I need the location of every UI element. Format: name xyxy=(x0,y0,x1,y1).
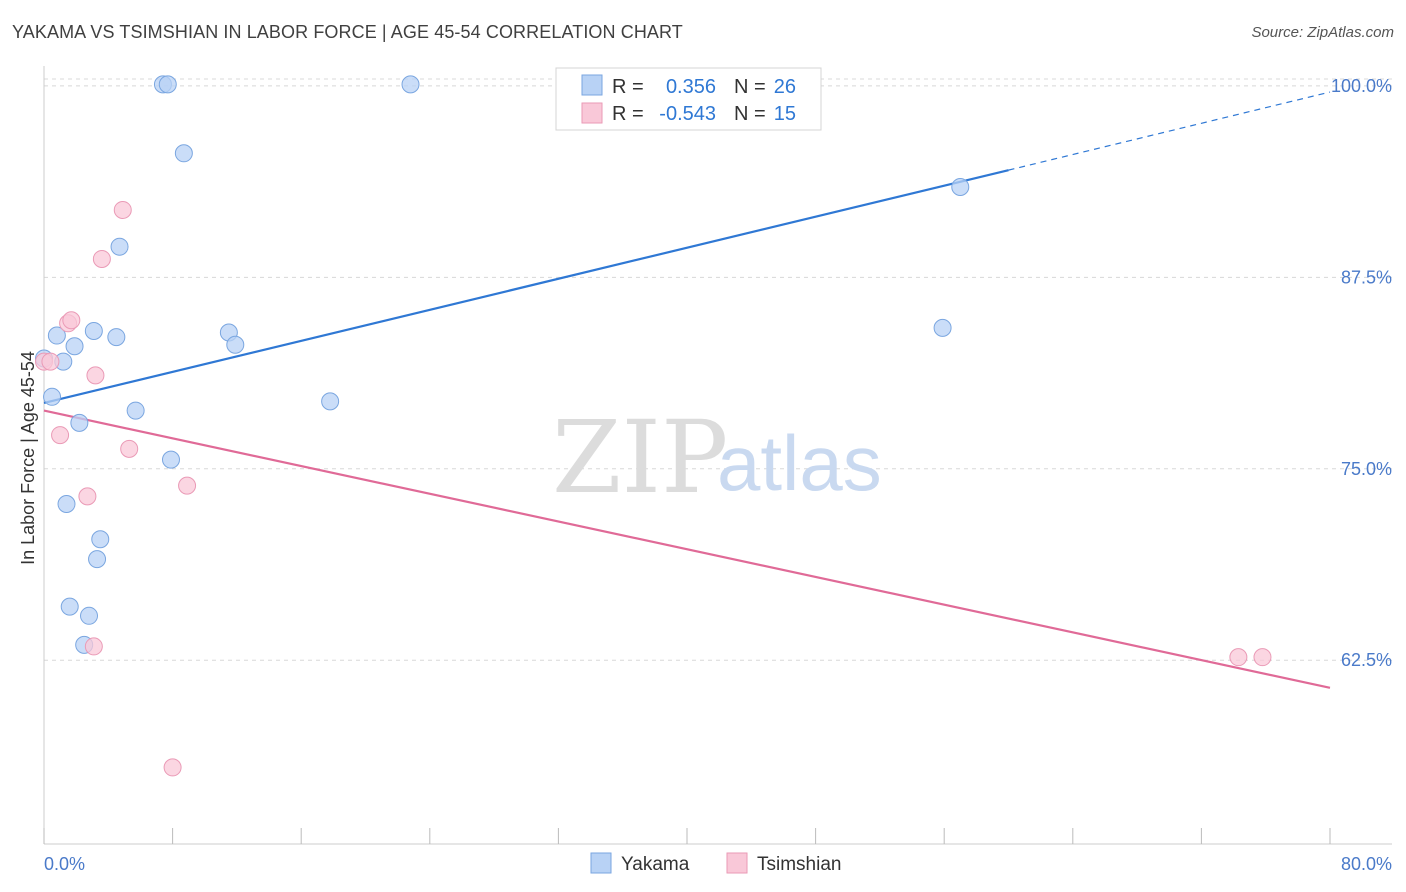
tsimshian-point[interactable] xyxy=(120,439,139,458)
tsimshian-point[interactable] xyxy=(78,487,97,506)
y-tick-label: 75.0% xyxy=(1341,459,1392,479)
tsimshian-trend-line xyxy=(43,409,1331,689)
correlation-legend: R = 0.356 N = 26 R = -0.543 N = 15 xyxy=(555,67,822,131)
legend-swatch-tsimshian xyxy=(581,102,603,124)
bottom-legend-swatch-tsimshian[interactable] xyxy=(726,852,748,874)
x-tick-label-max: 80.0% xyxy=(1341,854,1392,874)
yakama-point[interactable] xyxy=(88,550,107,569)
yakama-point[interactable] xyxy=(57,495,76,514)
yakama-point[interactable] xyxy=(60,597,79,616)
yakama-point[interactable] xyxy=(161,450,180,469)
yakama-point[interactable] xyxy=(65,337,84,356)
bottom-legend-label-yakama[interactable]: Yakama xyxy=(621,854,690,875)
bottom-legend-swatch-yakama[interactable] xyxy=(590,852,612,874)
y-tick-label: 87.5% xyxy=(1341,267,1392,287)
legend-n-label-yakama: N = xyxy=(734,76,766,98)
yakama-point[interactable] xyxy=(80,606,99,625)
legend-n-value-tsimshian: 15 xyxy=(774,103,796,125)
y-tick-label: 62.5% xyxy=(1341,650,1392,670)
yakama-point[interactable] xyxy=(158,75,177,94)
tsimshian-point[interactable] xyxy=(163,758,182,777)
tsimshian-point[interactable] xyxy=(1229,648,1248,667)
axis-layer xyxy=(43,66,1392,845)
tsimshian-point[interactable] xyxy=(86,366,105,385)
tsimshian-point[interactable] xyxy=(1253,648,1272,667)
legend-n-value-yakama: 26 xyxy=(774,76,796,98)
legend-n-label-tsimshian: N = xyxy=(734,103,766,125)
yakama-point[interactable] xyxy=(107,328,126,347)
legend-swatch-yakama xyxy=(581,74,603,96)
x-tick-label-min: 0.0% xyxy=(44,854,85,874)
tsimshian-point[interactable] xyxy=(92,249,111,268)
bottom-legend-label-tsimshian[interactable]: Tsimshian xyxy=(757,854,841,875)
legend-r-value-tsimshian: -0.543 xyxy=(659,103,716,125)
source-note: Source: ZipAtlas.com xyxy=(1251,24,1394,41)
y-tick-label: 100.0% xyxy=(1331,76,1392,96)
trend-layer xyxy=(43,91,1331,689)
tsimshian-point[interactable] xyxy=(51,426,70,445)
series-legend: Yakama Tsimshian xyxy=(590,852,841,875)
yakama-point[interactable] xyxy=(110,237,129,256)
tsimshian-point[interactable] xyxy=(84,637,103,656)
point-layer xyxy=(35,75,1272,777)
legend-r-label-yakama: R = xyxy=(612,76,644,98)
tsimshian-point[interactable] xyxy=(113,200,132,219)
legend-r-label-tsimshian: R = xyxy=(612,103,644,125)
yakama-point[interactable] xyxy=(933,318,952,337)
grid-layer xyxy=(44,78,1392,661)
yakama-point[interactable] xyxy=(401,75,420,94)
x-tick-labels: 0.0% 80.0% xyxy=(44,854,1392,874)
watermark: ZIP atlas xyxy=(552,399,882,516)
watermark-atlas: atlas xyxy=(717,419,882,507)
yakama-point[interactable] xyxy=(43,387,62,406)
yakama-point[interactable] xyxy=(70,413,89,432)
yakama-trend-line xyxy=(43,169,1009,404)
yakama-point[interactable] xyxy=(47,326,66,345)
y-axis-label: In Labor Force | Age 45-54 xyxy=(18,351,38,565)
yakama-point[interactable] xyxy=(321,392,340,411)
yakama-point[interactable] xyxy=(951,177,970,196)
tsimshian-point[interactable] xyxy=(178,476,197,495)
yakama-point[interactable] xyxy=(226,335,245,354)
tsimshian-point[interactable] xyxy=(41,352,60,371)
chart-title: YAKAMA VS TSIMSHIAN IN LABOR FORCE | AGE… xyxy=(12,22,683,42)
yakama-trend-extension xyxy=(1008,91,1331,171)
y-tick-labels: 62.5% 75.0% 87.5% 100.0% xyxy=(1331,76,1392,670)
yakama-point[interactable] xyxy=(174,144,193,163)
tsimshian-point[interactable] xyxy=(62,311,81,330)
watermark-zip: ZIP xyxy=(552,399,728,516)
yakama-point[interactable] xyxy=(91,530,110,549)
yakama-point[interactable] xyxy=(126,401,145,420)
legend-r-value-yakama: 0.356 xyxy=(666,76,716,98)
yakama-point[interactable] xyxy=(84,321,103,340)
